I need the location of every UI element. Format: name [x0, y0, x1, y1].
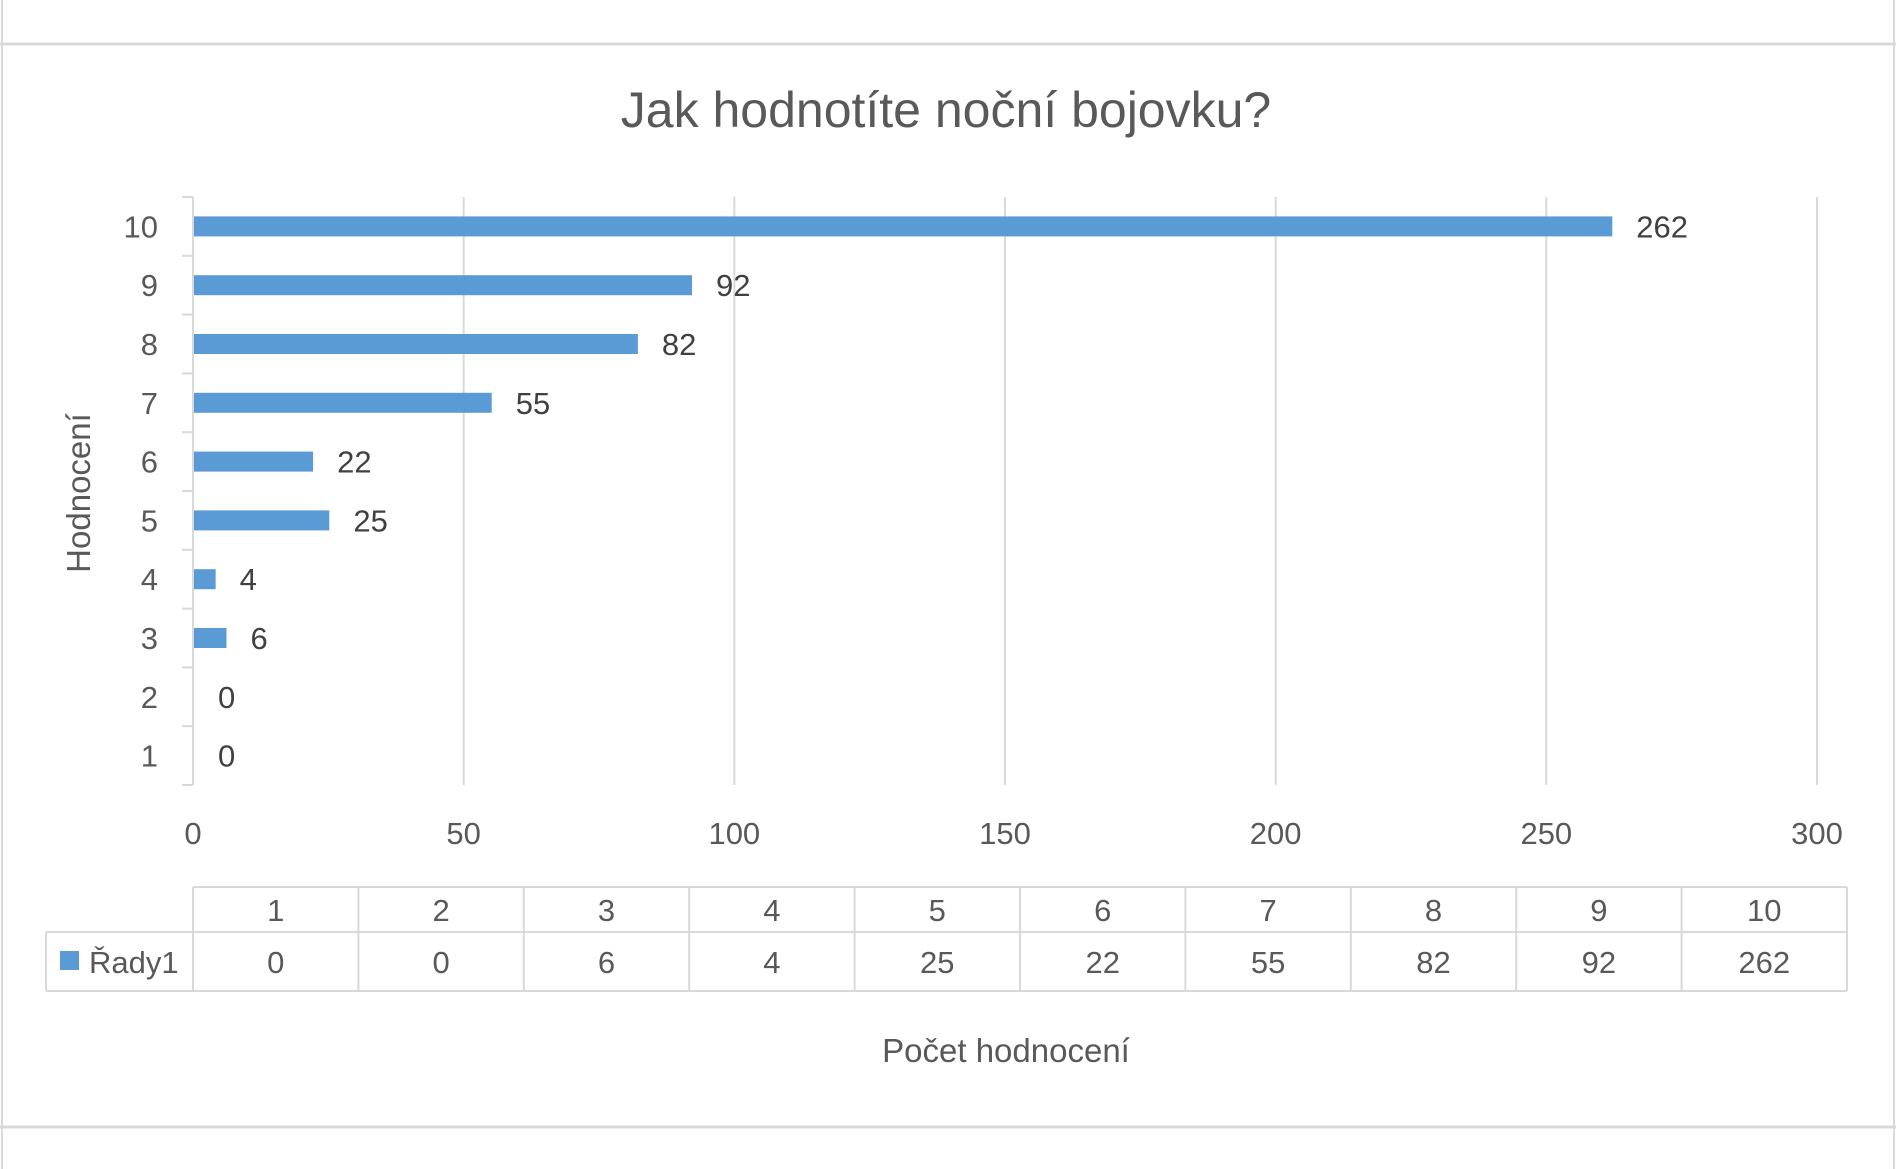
bar-value-label: 92 [716, 268, 750, 303]
y-tick-label: 6 [141, 445, 158, 480]
y-axis [182, 196, 194, 786]
bar-value-label: 25 [353, 503, 387, 538]
table-header-cell: 3 [598, 893, 615, 928]
y-tick-label: 2 [141, 680, 158, 715]
bar [194, 510, 330, 531]
table-value-cell: 4 [763, 945, 780, 980]
table-value-cell: 25 [920, 945, 954, 980]
table-header-cell: 9 [1590, 893, 1607, 928]
bar [194, 569, 216, 590]
bar-value-label: 4 [240, 562, 257, 597]
table-header-cell: 7 [1259, 893, 1276, 928]
x-tick-labels: 0 50 100 150 200 250 300 [184, 816, 1842, 851]
y-tick-label: 9 [141, 268, 158, 303]
x-tick-label: 200 [1250, 816, 1302, 851]
legend-series-name: Řady1 [89, 945, 179, 980]
bar-value-label: 6 [250, 621, 267, 656]
table-value-cell: 82 [1416, 945, 1450, 980]
bar-value-label: 82 [662, 327, 696, 362]
table-value-cell: 0 [432, 945, 449, 980]
bar [194, 628, 227, 648]
y-tick-label: 5 [141, 503, 158, 538]
table-value-cell: 92 [1582, 945, 1616, 980]
y-tick-labels: 1 2 3 4 5 6 7 8 9 10 [124, 209, 158, 773]
bar-value-label: 0 [218, 680, 235, 715]
x-tick-label: 150 [979, 816, 1031, 851]
y-tick-label: 7 [141, 386, 158, 421]
table-value-cell: 22 [1085, 945, 1119, 980]
x-axis-title: Počet hodnocení [882, 1032, 1130, 1069]
x-tick-label: 100 [708, 816, 760, 851]
bar [194, 334, 638, 354]
table-header-cell: 4 [763, 893, 780, 928]
x-tick-label: 0 [184, 816, 201, 851]
y-tick-label: 10 [124, 209, 158, 244]
x-tick-label: 50 [446, 816, 480, 851]
bar-value-label: 0 [218, 739, 235, 774]
bar [194, 275, 693, 296]
table-value-cell: 55 [1251, 945, 1285, 980]
table-header-cell: 6 [1094, 893, 1111, 928]
bars [194, 216, 1613, 648]
y-tick-label: 3 [141, 621, 158, 656]
bar [194, 392, 492, 413]
bar [194, 451, 314, 472]
table-header-cell: 10 [1747, 893, 1781, 928]
x-tick-label: 250 [1520, 816, 1572, 851]
bar-value-label: 55 [516, 386, 550, 421]
table-header-cell: 5 [929, 893, 946, 928]
x-tick-label: 300 [1791, 816, 1843, 851]
bar-value-label: 262 [1636, 209, 1688, 244]
bar-value-label: 22 [337, 445, 371, 480]
table-value-cell: 6 [598, 945, 615, 980]
table-value-cell: 0 [267, 945, 284, 980]
chart-title: Jak hodnotíte noční bojovku? [621, 82, 1271, 138]
table-header-cell: 8 [1425, 893, 1442, 928]
y-axis-title: Hodnocení [60, 413, 97, 573]
y-tick-label: 8 [141, 327, 158, 362]
y-tick-label: 1 [141, 739, 158, 774]
bar [194, 216, 1613, 237]
table-header-cell: 2 [432, 893, 449, 928]
table-value-cell: 262 [1738, 945, 1790, 980]
y-tick-label: 4 [141, 562, 158, 597]
table-header-cell: 1 [267, 893, 284, 928]
legend-swatch [60, 951, 79, 970]
